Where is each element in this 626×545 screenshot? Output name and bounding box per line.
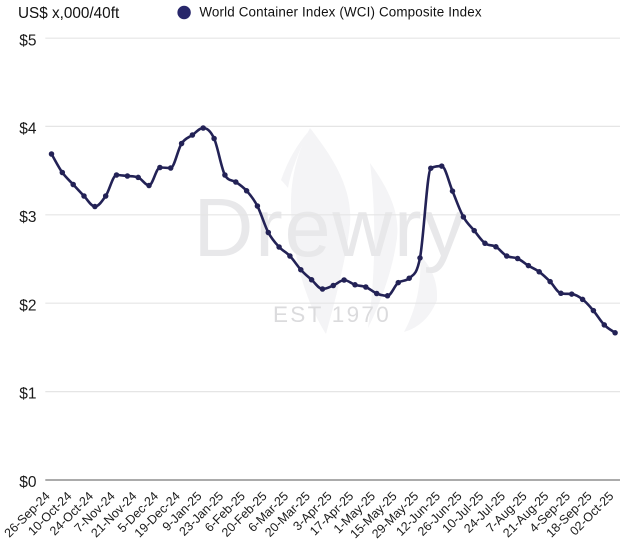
svg-text:$0: $0: [19, 474, 37, 491]
svg-text:$3: $3: [19, 209, 36, 226]
svg-text:World Container Index (WCI) Co: World Container Index (WCI) Composite In…: [199, 4, 481, 19]
svg-text:$1: $1: [19, 386, 36, 403]
svg-text:$5: $5: [19, 32, 36, 49]
svg-text:EST 1970: EST 1970: [273, 302, 391, 327]
svg-text:$2: $2: [19, 297, 36, 314]
svg-text:$4: $4: [19, 121, 37, 138]
svg-text:US$ x,000/40ft: US$ x,000/40ft: [18, 5, 120, 22]
